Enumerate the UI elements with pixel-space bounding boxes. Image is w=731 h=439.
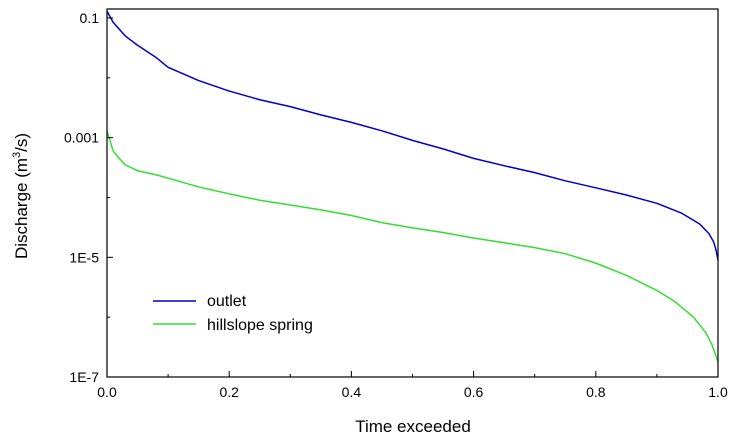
- y-tick-label: 1E-7: [69, 369, 99, 385]
- legend-label-hillslope-spring: hillslope spring: [207, 317, 313, 334]
- y-axis-label: Discharge (m3/s): [11, 133, 31, 259]
- plot-area: [106, 10, 719, 362]
- y-tick-label: 0.1: [80, 10, 100, 26]
- x-axis-ticks: 0.0 0.2 0.4 0.6 0.8 1.0: [97, 371, 728, 400]
- y-axis-label-prefix: Discharge (m: [12, 158, 31, 259]
- x-tick-label: 0.2: [219, 384, 239, 400]
- y-tick-label: 0.001: [64, 130, 99, 146]
- x-axis-label: Time exceeded: [355, 417, 471, 436]
- legend-label-outlet: outlet: [207, 293, 247, 310]
- y-axis-label-suffix: /s): [12, 133, 31, 152]
- x-tick-label: 0.8: [586, 384, 606, 400]
- plot-frame: [106, 8, 719, 378]
- legend: outlet hillslope spring: [153, 293, 313, 334]
- y-axis-label-superscript: 3: [11, 152, 23, 158]
- y-tick-label: 1E-5: [69, 249, 99, 265]
- series-line-outlet: [106, 10, 719, 261]
- series-line-hillslope-spring: [106, 130, 719, 362]
- y-axis-ticks: 1E-7 1E-5 0.001 0.1: [64, 10, 113, 385]
- x-tick-label: 1.0: [708, 384, 728, 400]
- x-tick-label: 0.6: [464, 384, 484, 400]
- x-tick-label: 0.4: [342, 384, 362, 400]
- x-tick-label: 0.0: [97, 384, 117, 400]
